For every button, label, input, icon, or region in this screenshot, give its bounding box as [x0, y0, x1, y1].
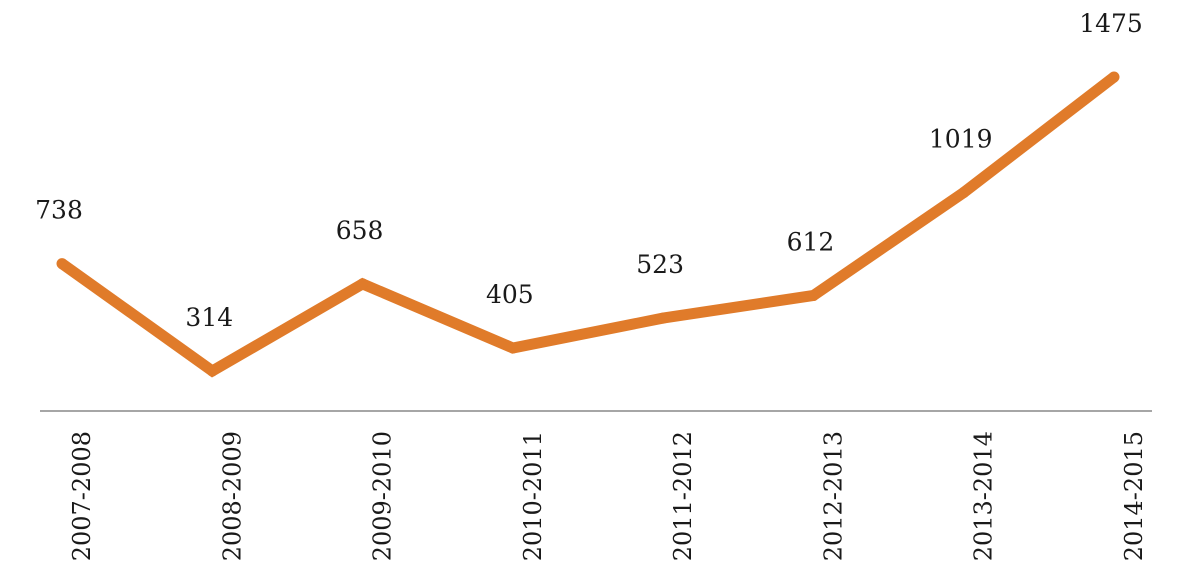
x-tick-label: 2010-2011 [519, 431, 547, 561]
data-label: 1475 [1079, 9, 1143, 38]
data-point [958, 186, 970, 198]
data-point [1108, 71, 1120, 83]
data-labels-layer: 738 314 658 405 523 612 1019 1475 [35, 9, 1143, 332]
x-tick-label: 2007-2008 [68, 431, 96, 561]
data-label: 612 [787, 228, 835, 257]
data-point [56, 258, 68, 270]
x-tick-label: 2008-2009 [218, 431, 246, 561]
x-tick-label: 2014-2015 [1120, 431, 1148, 561]
x-tick-label: 2013-2014 [970, 431, 998, 561]
x-tick-label: 2011-2012 [669, 431, 697, 561]
x-tick-label: 2009-2010 [369, 431, 397, 561]
data-label: 405 [486, 280, 534, 309]
series-layer [56, 71, 1120, 378]
series-line [58, 72, 1118, 378]
data-label: 523 [636, 250, 684, 279]
x-tick-label: 2012-2013 [819, 431, 847, 561]
data-label: 314 [185, 303, 233, 332]
data-point [807, 290, 819, 302]
data-point [657, 312, 669, 324]
data-point [206, 365, 218, 377]
data-label: 1019 [929, 124, 993, 153]
x-tick-labels-layer: 2007-2008 2008-2009 2009-2010 2010-2011 2011… [68, 431, 1148, 561]
data-label: 658 [336, 216, 384, 245]
data-point [357, 278, 369, 290]
data-label: 738 [35, 196, 83, 225]
data-point [507, 342, 519, 354]
